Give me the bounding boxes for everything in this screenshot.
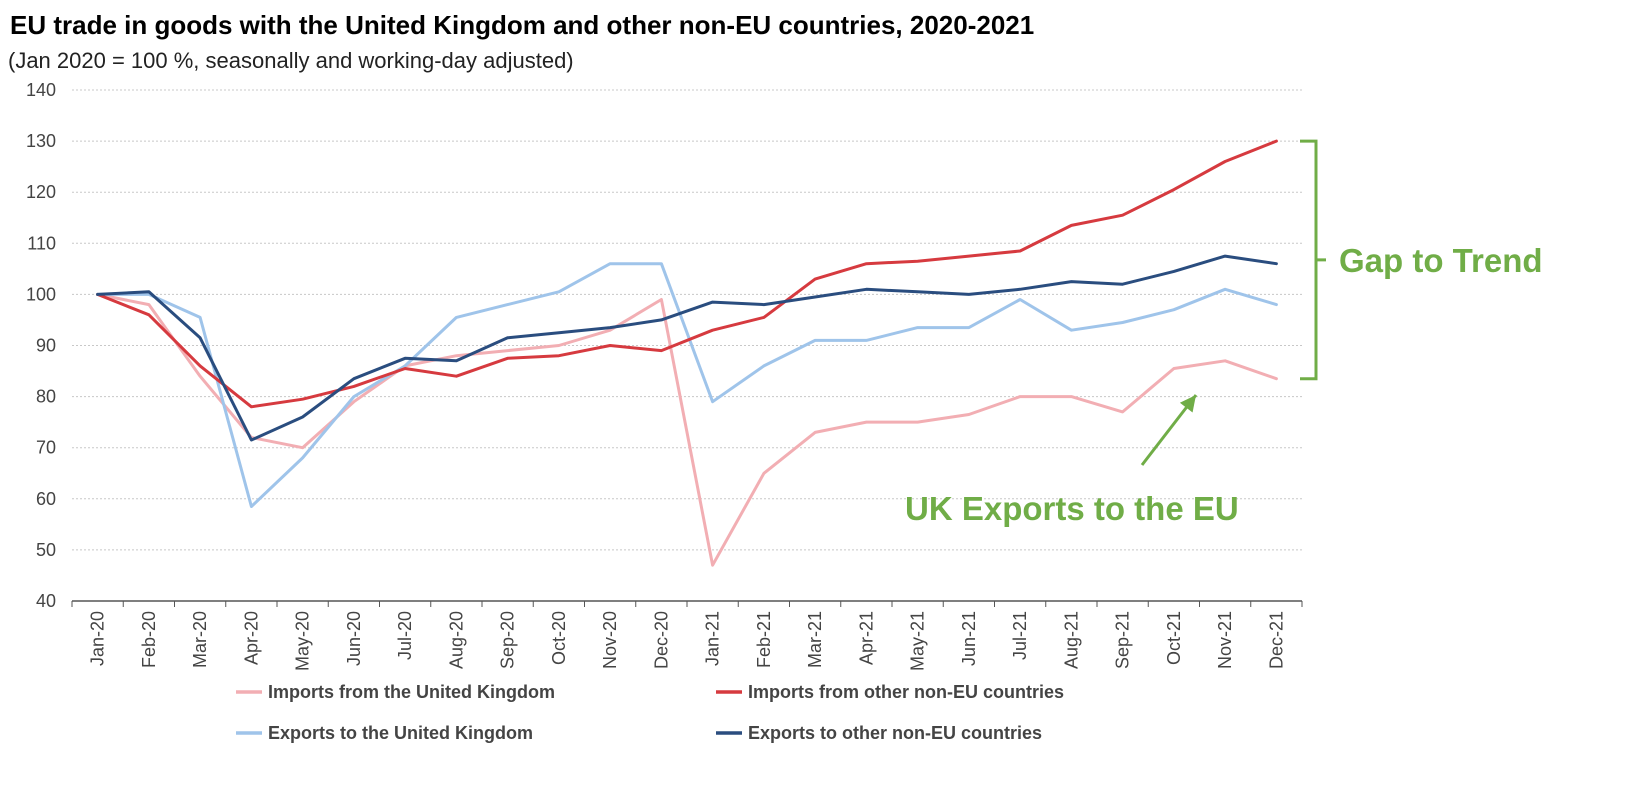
- y-tick-label: 80: [36, 387, 56, 407]
- x-tick-label: Aug-20: [446, 611, 466, 669]
- x-axis: Jan-20 Feb-20 Mar-20 Apr-20 May-20 Jun-20 Jul-…: [71, 600, 1303, 671]
- x-tick-label: Oct-21: [1164, 611, 1184, 665]
- x-tick-label: Jul-20: [395, 611, 415, 660]
- y-tick-label: 120: [26, 182, 56, 202]
- chart-title: EU trade in goods with the United Kingdo…: [10, 10, 1035, 40]
- series-line-2: [96, 139, 1278, 409]
- x-tick-label: Feb-20: [139, 611, 159, 668]
- x-tick-label: Aug-21: [1061, 611, 1081, 669]
- legend-label: Exports to other non-EU countries: [748, 723, 1042, 743]
- y-tick-label: 110: [27, 233, 56, 253]
- y-tick-label: 70: [36, 438, 56, 458]
- y-tick-label: 140: [26, 80, 56, 100]
- legend-label: Imports from other non-EU countries: [748, 682, 1064, 702]
- gap-to-trend-label: Gap to Trend: [1339, 242, 1543, 279]
- y-tick-label: 100: [26, 284, 56, 304]
- y-tick-label: 50: [36, 540, 56, 560]
- x-tick-label: Apr-20: [241, 611, 261, 665]
- x-tick-label: Dec-20: [651, 611, 671, 669]
- uk-exports-label: UK Exports to the EU: [905, 490, 1239, 527]
- grid-lines: [72, 89, 1302, 551]
- legend: Imports from the United Kingdom Imports f…: [236, 682, 1064, 743]
- gap-bracket: [1300, 139, 1326, 381]
- x-tick-label: Nov-20: [600, 611, 620, 669]
- series-line-3: [96, 262, 1278, 508]
- y-tick-label: 60: [36, 489, 56, 509]
- annotation-arrow-head: [1179, 395, 1196, 413]
- y-tick-label: 40: [36, 591, 56, 611]
- x-tick-label: Jan-21: [703, 611, 723, 666]
- y-tick-label: 130: [26, 131, 56, 151]
- legend-label: Exports to the United Kingdom: [268, 723, 533, 743]
- x-tick-label: May-21: [908, 611, 928, 671]
- x-tick-label: Mar-21: [805, 611, 825, 668]
- x-tick-label: Oct-20: [549, 611, 569, 665]
- x-tick-label: Jun-20: [344, 611, 364, 666]
- annotations: Gap to Trend UK Exports to the EU: [905, 139, 1543, 527]
- x-tick-label: Jun-21: [959, 611, 979, 666]
- x-tick-label: Nov-21: [1215, 611, 1235, 669]
- x-tick-label: Apr-21: [856, 611, 876, 665]
- series-lines: [96, 139, 1278, 567]
- x-tick-label: Sep-20: [498, 611, 518, 669]
- x-tick-label: May-20: [293, 611, 313, 671]
- series-line-4: [96, 254, 1278, 442]
- series-line-1: [96, 292, 1278, 567]
- y-axis: 40 50 60 70 80 90 100 110 120 130 140: [26, 80, 56, 611]
- x-tick-label: Mar-20: [190, 611, 210, 668]
- x-tick-label: Dec-21: [1266, 611, 1286, 669]
- y-tick-label: 90: [36, 336, 56, 356]
- legend-label: Imports from the United Kingdom: [268, 682, 555, 702]
- chart-subtitle: (Jan 2020 = 100 %, seasonally and workin…: [8, 48, 574, 73]
- x-tick-label: Sep-21: [1113, 611, 1133, 669]
- x-tick-label: Feb-21: [754, 611, 774, 668]
- x-tick-label: Jan-20: [88, 611, 108, 666]
- x-tick-label: Jul-21: [1010, 611, 1030, 660]
